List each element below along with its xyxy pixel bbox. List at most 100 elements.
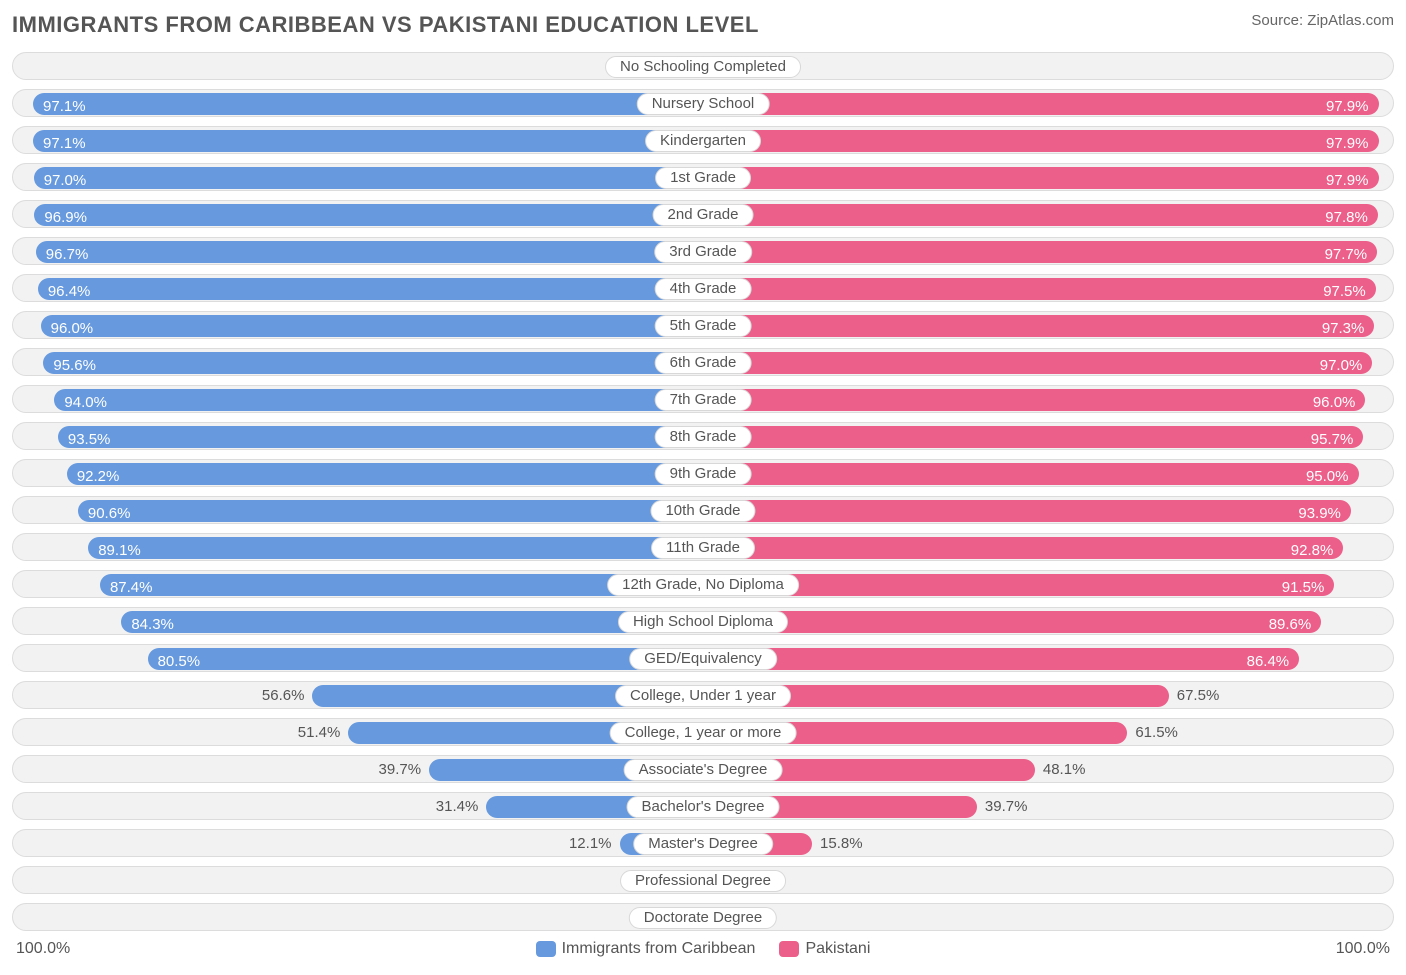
value-label-left: 95.6%	[53, 352, 96, 380]
chart-row: 31.4%39.7%Bachelor's Degree	[12, 792, 1394, 820]
chart-row: 95.6%97.0%6th Grade	[12, 348, 1394, 376]
bar-left: 96.9%	[34, 204, 703, 226]
bar-left: 97.0%	[34, 167, 703, 189]
category-label: 8th Grade	[655, 426, 752, 448]
value-label-left: 56.6%	[262, 682, 305, 710]
legend-label-left: Immigrants from Caribbean	[562, 940, 756, 958]
value-label-right: 96.0%	[1313, 389, 1356, 417]
chart-title: IMMIGRANTS FROM CARIBBEAN VS PAKISTANI E…	[12, 12, 759, 38]
bar-right: 97.3%	[703, 315, 1374, 337]
bar-right: 97.9%	[703, 93, 1379, 115]
chart-row: 90.6%93.9%10th Grade	[12, 496, 1394, 524]
category-label: 4th Grade	[655, 278, 752, 300]
bar-right: 97.7%	[703, 241, 1377, 263]
value-label-left: 93.5%	[68, 426, 111, 454]
chart-row: 96.4%97.5%4th Grade	[12, 274, 1394, 302]
category-label: 2nd Grade	[653, 204, 754, 226]
value-label-left: 96.7%	[46, 241, 89, 269]
value-label-right: 39.7%	[985, 793, 1028, 821]
value-label-right: 89.6%	[1269, 611, 1312, 639]
bar-right: 86.4%	[703, 648, 1299, 670]
category-label: Associate's Degree	[624, 759, 783, 781]
value-label-left: 96.0%	[51, 315, 94, 343]
bar-left: 97.1%	[33, 93, 703, 115]
chart-row: 93.5%95.7%8th Grade	[12, 422, 1394, 450]
chart-row: 87.4%91.5%12th Grade, No Diploma	[12, 570, 1394, 598]
chart-row: 39.7% 48.1% Associate's Degree	[12, 755, 1394, 783]
value-label-left: 89.1%	[98, 537, 141, 565]
chart-row: 80.5%86.4%GED/Equivalency	[12, 644, 1394, 672]
category-label: 6th Grade	[655, 352, 752, 374]
bar-right: 93.9%	[703, 500, 1351, 522]
category-label: Nursery School	[637, 93, 770, 115]
source-prefix: Source:	[1251, 12, 1303, 29]
value-label-left: 96.9%	[44, 204, 87, 232]
bar-left: 96.0%	[41, 315, 703, 337]
category-label: 11th Grade	[651, 537, 755, 559]
value-label-right: 97.5%	[1323, 278, 1366, 306]
source-name: ZipAtlas.com	[1307, 12, 1394, 29]
value-label-right: 91.5%	[1282, 574, 1325, 602]
value-label-left: 90.6%	[88, 500, 131, 528]
category-label: No Schooling Completed	[605, 56, 801, 78]
bar-left: 92.2%	[67, 463, 703, 485]
bar-right: 97.9%	[703, 167, 1379, 189]
chart-row: 3.5%4.8%Professional Degree	[12, 866, 1394, 894]
chart-legend: Immigrants from Caribbean Pakistani	[70, 940, 1335, 958]
bar-left: 90.6%	[78, 500, 703, 522]
chart-row: 96.9%97.8%2nd Grade	[12, 200, 1394, 228]
value-label-left: 97.0%	[44, 167, 87, 195]
bar-right: 97.8%	[703, 204, 1378, 226]
category-label: 5th Grade	[655, 315, 752, 337]
bar-left: 97.1%	[33, 130, 703, 152]
bar-left: 96.4%	[38, 278, 703, 300]
chart-row: 2.9%2.1%No Schooling Completed	[12, 52, 1394, 80]
value-label-left: 12.1%	[569, 830, 612, 858]
bar-right: 97.5%	[703, 278, 1376, 300]
chart-row: 97.0%97.9%1st Grade	[12, 163, 1394, 191]
chart-row: 97.1%97.9%Kindergarten	[12, 126, 1394, 154]
chart-row: 12.1%15.8%Master's Degree	[12, 829, 1394, 857]
category-label: GED/Equivalency	[629, 648, 777, 670]
bar-left: 96.7%	[36, 241, 703, 263]
chart-row: 92.2%95.0%9th Grade	[12, 459, 1394, 487]
category-label: 9th Grade	[655, 463, 752, 485]
value-label-right: 61.5%	[1135, 719, 1178, 747]
value-label-right: 48.1%	[1043, 756, 1086, 784]
chart-row: 56.6%67.5%College, Under 1 year	[12, 681, 1394, 709]
bar-right: 89.6%	[703, 611, 1321, 633]
chart-row: 94.0%96.0%7th Grade	[12, 385, 1394, 413]
value-label-left: 97.1%	[43, 93, 86, 121]
value-label-right: 97.0%	[1320, 352, 1363, 380]
legend-item-right: Pakistani	[779, 940, 870, 958]
bar-left: 84.3%	[121, 611, 703, 633]
category-label: Master's Degree	[633, 833, 773, 855]
category-label: 1st Grade	[655, 167, 751, 189]
legend-swatch-left	[536, 941, 556, 957]
bar-left: 93.5%	[58, 426, 703, 448]
value-label-left: 51.4%	[298, 719, 341, 747]
value-label-left: 31.4%	[436, 793, 479, 821]
value-label-left: 92.2%	[77, 463, 120, 491]
value-label-right: 97.7%	[1325, 241, 1368, 269]
value-label-left: 97.1%	[43, 130, 86, 158]
category-label: 10th Grade	[650, 500, 755, 522]
value-label-right: 97.8%	[1325, 204, 1368, 232]
value-label-right: 97.9%	[1326, 93, 1369, 121]
bar-right: 96.0%	[703, 389, 1365, 411]
chart-row: 96.0%97.3%5th Grade	[12, 311, 1394, 339]
bar-right: 92.8%	[703, 537, 1343, 559]
value-label-right: 67.5%	[1177, 682, 1220, 710]
chart-row: 84.3%89.6%High School Diploma	[12, 607, 1394, 635]
value-label-right: 97.3%	[1322, 315, 1365, 343]
legend-label-right: Pakistani	[805, 940, 870, 958]
value-label-right: 95.7%	[1311, 426, 1354, 454]
diverging-bar-chart: 2.9%2.1%No Schooling Completed97.1%97.9%…	[12, 52, 1394, 931]
chart-source: Source: ZipAtlas.com	[1251, 12, 1394, 29]
bar-right: 95.0%	[703, 463, 1359, 485]
axis-max-left: 100.0%	[16, 940, 70, 958]
bar-right: 95.7%	[703, 426, 1363, 448]
value-label-left: 94.0%	[64, 389, 107, 417]
category-label: High School Diploma	[618, 611, 788, 633]
value-label-left: 39.7%	[379, 756, 422, 784]
